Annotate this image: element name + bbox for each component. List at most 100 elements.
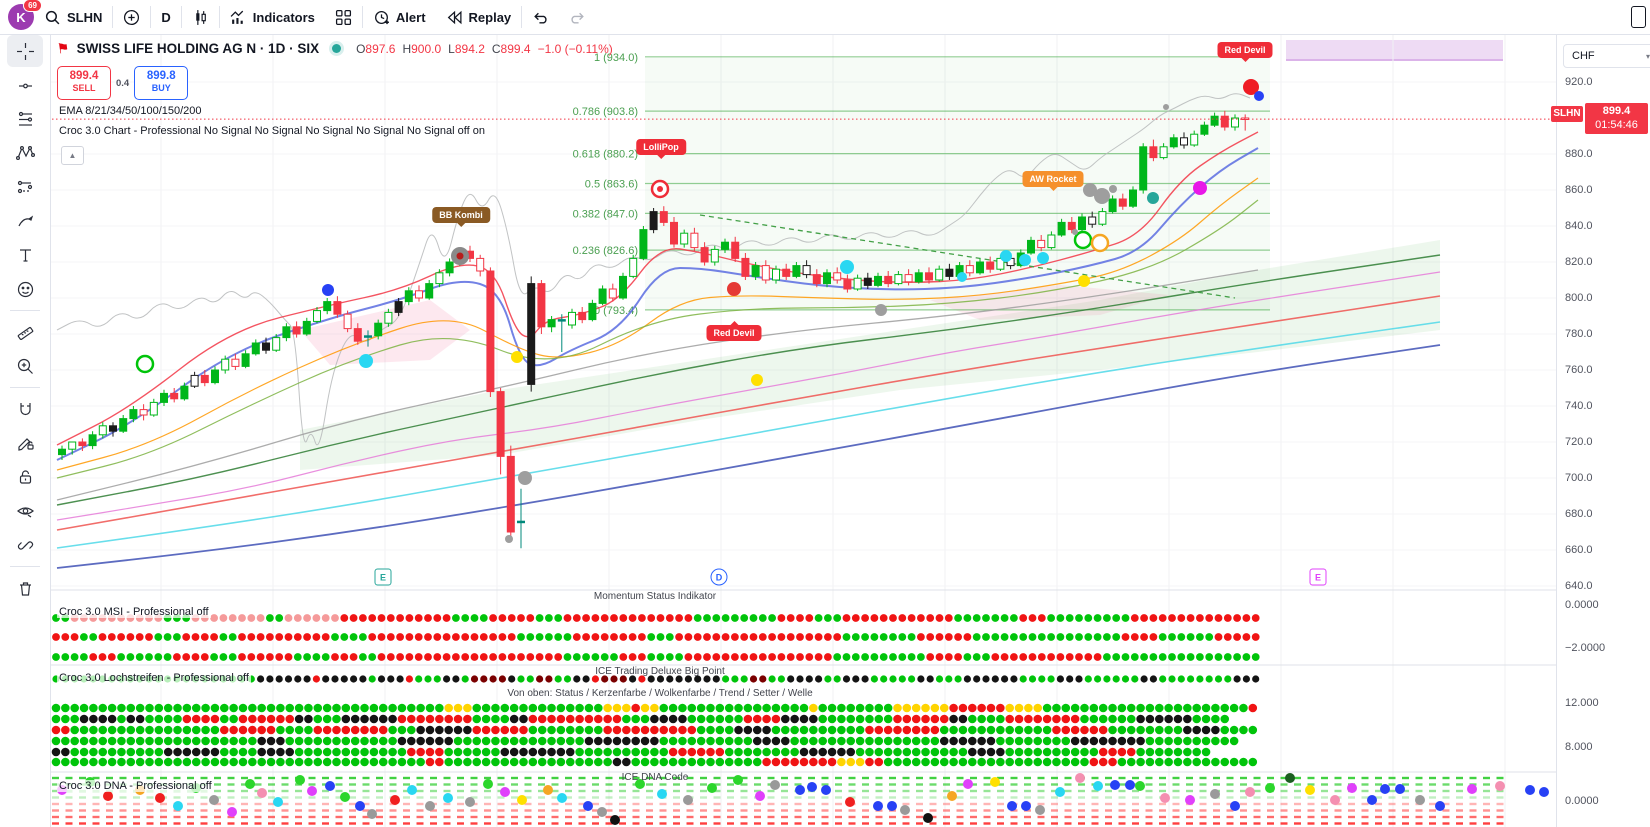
indicator-dot [238, 757, 248, 767]
indicator-dot [275, 675, 283, 683]
candle-body [466, 250, 474, 259]
indicator-dot [572, 633, 581, 641]
signal-dot [1000, 250, 1012, 262]
interval-button[interactable]: D [161, 9, 171, 25]
replay-button[interactable]: Replay [436, 0, 522, 34]
loch-panel-legend[interactable]: Croc 3.0 Lochstreifen - Professional off [57, 672, 251, 684]
indicator-dot [771, 736, 781, 746]
signal-flag[interactable]: BB Kombi [432, 207, 490, 227]
candle-body [833, 272, 842, 281]
lock-all-tool[interactable] [7, 461, 43, 493]
indicator-dot [377, 675, 386, 683]
indicator-dot [294, 714, 304, 724]
signal-flag[interactable]: Red Devil [1217, 42, 1273, 62]
event-badge[interactable]: E [1309, 568, 1327, 586]
redo-button[interactable] [559, 0, 596, 34]
candle-body [231, 358, 240, 367]
ema-legend[interactable]: EMA 8/21/34/50/100/150/200 [57, 105, 204, 117]
axis-tick: 740.0 [1565, 400, 1593, 412]
indicator-dot [706, 703, 715, 713]
indicator-dot [89, 736, 98, 746]
indicator-dot [359, 675, 367, 683]
indicator-dot [1098, 703, 1108, 713]
symbol-header[interactable]: ⚑ SWISS LIFE HOLDING AG N · 1D · SIX O89… [56, 39, 613, 57]
indicator-dot [210, 703, 220, 713]
candle-body [741, 257, 750, 277]
dna-dot [1125, 780, 1135, 790]
alert-button[interactable]: Alert [363, 0, 436, 34]
loch-panel-subtitle: Von oben: Status / Kerzenfarbe / Wolkenf… [507, 688, 813, 699]
indicator-dot [842, 653, 851, 661]
zoom-in-tool[interactable] [7, 350, 43, 382]
indicator-dot [89, 747, 98, 757]
drawing-mode-tool[interactable] [7, 427, 43, 459]
brush-tool[interactable] [7, 205, 43, 237]
hide-all-tool[interactable] [7, 495, 43, 527]
croc-chart-legend[interactable]: Croc 3.0 Chart - Professional No Signal … [57, 125, 487, 137]
signal-flag[interactable]: Red Devil [706, 321, 762, 341]
compare-add-button[interactable] [113, 0, 150, 34]
indicator-dot [1211, 714, 1220, 724]
indicator-dot [126, 703, 136, 713]
currency-dropdown[interactable]: CHF ▾ [1563, 44, 1650, 68]
indicator-dot [1205, 675, 1213, 683]
indicator-dot [266, 614, 274, 622]
indicator-dot [163, 703, 173, 713]
indicator-dot [907, 653, 916, 661]
symbol-search[interactable]: SLHN [34, 0, 112, 34]
layout-templates-button[interactable] [325, 0, 362, 34]
indicator-dot [1052, 757, 1061, 767]
price-axis[interactable]: CHF ▾ 920.0 880.0 860.0 840.0 820.0 800.0 780.0… [1556, 34, 1650, 827]
indicator-dot [507, 614, 516, 622]
indicator-dot [1033, 703, 1043, 713]
indicator-dot [415, 675, 423, 683]
dna-panel-legend[interactable]: Croc 3.0 DNA - Professional off [57, 780, 214, 792]
indicator-dot [257, 736, 267, 746]
undo-button[interactable] [522, 0, 559, 34]
emoji-tool[interactable] [7, 273, 43, 305]
buy-button[interactable]: 899.8 BUY [134, 66, 189, 100]
text-tool[interactable] [7, 239, 43, 271]
indicator-dot [359, 633, 367, 641]
msi-panel-legend[interactable]: Croc 3.0 MSI - Professional off [57, 606, 211, 618]
indicator-dot [340, 614, 349, 622]
indicator-dot [1014, 757, 1024, 767]
magnet-tool[interactable] [7, 393, 43, 425]
indicator-dot [284, 633, 293, 641]
dna-dot [1055, 787, 1065, 797]
candle-body [1067, 221, 1076, 231]
trend-line-tool[interactable] [7, 69, 43, 101]
sync-drawings-tool[interactable] [7, 529, 43, 561]
forecast-tool[interactable] [7, 171, 43, 203]
chart-style-button[interactable] [182, 0, 219, 34]
indicator-dot [266, 675, 274, 683]
crosshair-tool[interactable] [7, 35, 43, 67]
event-badge[interactable]: D [710, 568, 728, 586]
indicator-dot [1005, 703, 1014, 713]
indicator-dot [1220, 703, 1230, 713]
signal-dot [1243, 79, 1259, 95]
fib-retracement-tool[interactable] [7, 103, 43, 135]
indicator-dot [1201, 757, 1211, 767]
fullscreen-button[interactable] [1631, 6, 1646, 28]
candle-body [221, 358, 230, 371]
collapse-legend-button[interactable]: ▲ [61, 146, 84, 165]
indicator-dot [647, 633, 656, 641]
indicator-dot [796, 614, 804, 622]
dna-dot [795, 785, 805, 795]
pattern-tool[interactable] [7, 137, 43, 169]
indicator-dot [944, 633, 953, 641]
measure-tool[interactable] [7, 316, 43, 348]
indicator-dot [879, 614, 888, 622]
indicator-dot [1093, 614, 1102, 622]
signal-flag[interactable]: LolliPop [636, 139, 686, 159]
indicator-dot [893, 736, 902, 746]
sell-button[interactable]: 899.4 SELL [57, 66, 111, 100]
remove-drawings-tool[interactable] [7, 572, 43, 604]
indicators-button[interactable]: Indicators [220, 0, 325, 34]
signal-flag[interactable]: AW Rocket [1022, 171, 1084, 191]
event-badge[interactable]: E [374, 568, 392, 586]
signal-dot [875, 304, 887, 316]
indicator-dot [939, 757, 949, 767]
user-avatar[interactable]: K 69 [8, 0, 42, 30]
